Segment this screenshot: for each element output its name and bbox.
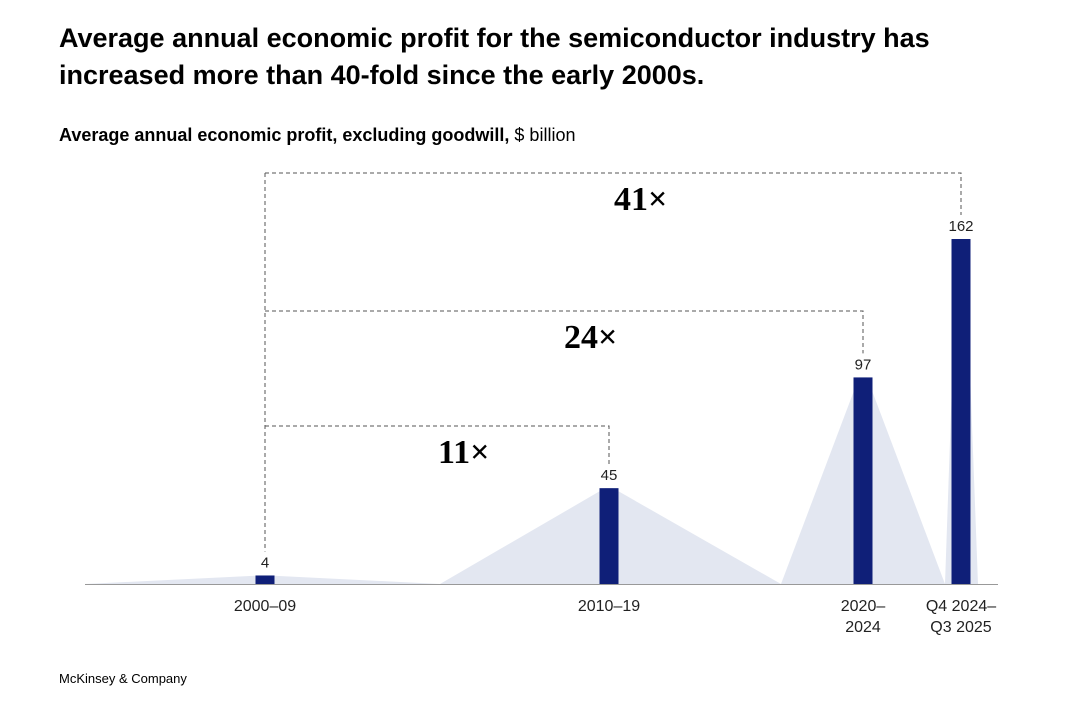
x-tick-label: 2010–19: [578, 598, 640, 615]
bar: [951, 239, 971, 584]
bar-value-label: 162: [948, 218, 973, 235]
bar-value-label: 45: [601, 467, 618, 484]
multiplier-label: 24×: [564, 319, 617, 356]
subtitle-metric: Average annual economic profit, excludin…: [59, 125, 510, 145]
source-footer: McKinsey & Company: [59, 671, 187, 686]
bar-value-label: 97: [855, 356, 872, 373]
subtitle-unit: $ billion: [514, 125, 576, 145]
x-tick-label: 2000–09: [234, 598, 296, 615]
bar: [599, 488, 619, 584]
bar-value-label: 4: [261, 554, 269, 571]
multiplier-label: 11×: [438, 434, 490, 471]
bracket-line-11×: [265, 425, 610, 465]
multiplier-label: 41×: [614, 181, 667, 218]
x-tick-label: Q4 2024–: [926, 598, 996, 615]
bar: [853, 377, 873, 584]
chart-subtitle: Average annual economic profit, excludin…: [59, 123, 575, 147]
x-tick-label: 2024: [845, 619, 881, 636]
bracket-line-41×: [265, 172, 962, 215]
chart-headline: Average annual economic profit for the s…: [59, 23, 930, 90]
bar: [255, 575, 275, 584]
x-tick-label: Q3 2025: [930, 619, 991, 636]
bracket-line-24×: [265, 310, 864, 354]
x-tick-label: 2020–: [841, 598, 886, 615]
